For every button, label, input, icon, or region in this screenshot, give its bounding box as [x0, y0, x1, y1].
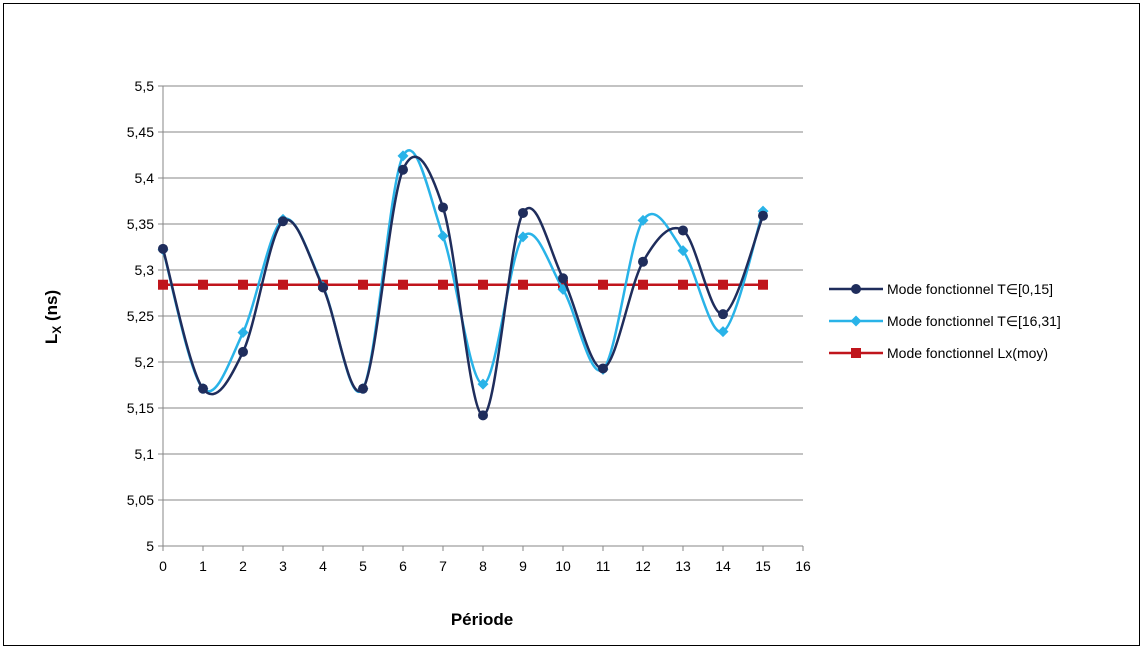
data-point: [518, 279, 528, 290]
data-point: [358, 279, 368, 290]
data-point: [198, 383, 208, 394]
y-tick-labels: 5 5,05 5,1 5,15 5,2 5,25 5,3 5,35 5,4 5,45 5,5: [127, 78, 154, 554]
x-tick-label: 12: [635, 558, 651, 574]
data-point: [238, 346, 248, 357]
data-point: [318, 282, 328, 293]
data-point: [438, 202, 448, 213]
x-tick-label: 8: [479, 558, 487, 574]
x-tick-label: 2: [239, 558, 247, 574]
data-point: [477, 378, 489, 390]
y-tick-label: 5: [146, 538, 154, 554]
y-tick-label: 5,3: [135, 262, 155, 278]
y-tick-label: 5,5: [135, 78, 155, 94]
y-tick-label: 5,15: [127, 400, 154, 416]
y-tick-label: 5,2: [135, 354, 155, 370]
x-tick-labels: 0 1 2 3 4 5 6 7 8 9 10 11 12 13 14 15 16: [159, 558, 811, 574]
data-point: [438, 279, 448, 290]
data-point: [558, 273, 568, 284]
x-tick-label: 3: [279, 558, 287, 574]
data-point: [678, 225, 688, 236]
y-axis-title-main: L: [42, 334, 61, 344]
legend-item: Mode fonctionnel Lx(moy): [829, 345, 1048, 361]
x-tick-label: 11: [596, 558, 611, 574]
axes: [158, 85, 804, 551]
data-point: [718, 309, 728, 320]
x-tick-label: 6: [399, 558, 407, 574]
data-point: [238, 279, 248, 290]
data-point: [198, 279, 208, 290]
legend-item: Mode fonctionnel T∈[16,31]: [829, 313, 1061, 329]
x-tick-label: 14: [715, 558, 731, 574]
data-point: [398, 164, 408, 175]
x-tick-label: 16: [795, 558, 811, 574]
y-tick-label: 5,4: [135, 170, 155, 186]
legend-label: Mode fonctionnel T∈[0,15]: [887, 281, 1053, 297]
y-axis-title-unit: (ns): [42, 290, 61, 326]
series-1: [157, 149, 769, 395]
y-tick-label: 5,35: [127, 216, 154, 232]
x-tick-label: 0: [159, 558, 167, 574]
data-point: [478, 410, 488, 421]
data-point: [638, 279, 648, 290]
data-point: [598, 363, 608, 374]
data-point: [758, 279, 768, 290]
legend-label: Mode fonctionnel T∈[16,31]: [887, 313, 1061, 329]
x-tick-label: 9: [519, 558, 527, 574]
data-point: [638, 256, 648, 267]
series-line: [161, 149, 765, 393]
data-point: [678, 279, 688, 290]
legend: Mode fonctionnel T∈[0,15] Mode fonctionne…: [829, 281, 1061, 361]
y-tick-label: 5,05: [127, 492, 154, 508]
legend-marker: [851, 284, 861, 294]
x-tick-label: 15: [755, 558, 771, 574]
x-axis-title: Période: [451, 610, 513, 629]
data-point: [677, 245, 689, 257]
data-point: [158, 243, 168, 254]
y-axis-title: LX (ns): [42, 290, 64, 344]
x-tick-label: 5: [359, 558, 367, 574]
y-axis-title-subscript: X: [50, 326, 64, 334]
legend-label: Mode fonctionnel Lx(moy): [887, 345, 1048, 361]
data-point: [397, 150, 409, 162]
chart-frame: [3, 3, 1140, 646]
data-point: [278, 216, 288, 227]
series-group: [157, 149, 769, 421]
series-2: [158, 279, 768, 290]
data-point: [637, 214, 649, 226]
data-point: [517, 231, 529, 243]
data-point: [598, 279, 608, 290]
legend-marker: [850, 315, 862, 327]
legend-item: Mode fonctionnel T∈[0,15]: [829, 281, 1053, 297]
data-point: [398, 279, 408, 290]
x-tick-label: 13: [675, 558, 691, 574]
x-tick-label: 4: [319, 558, 327, 574]
data-point: [518, 207, 528, 218]
legend-marker: [851, 348, 861, 358]
data-point: [718, 279, 728, 290]
series-0: [158, 155, 768, 421]
x-tick-label: 10: [555, 558, 571, 574]
gridlines: [163, 85, 803, 501]
data-point: [478, 279, 488, 290]
data-point: [358, 383, 368, 394]
data-point: [158, 279, 168, 290]
y-tick-label: 5,25: [127, 308, 154, 324]
data-point: [237, 327, 249, 339]
y-tick-label: 5,1: [135, 446, 155, 462]
x-tick-label: 7: [439, 558, 447, 574]
data-point: [278, 279, 288, 290]
x-tick-label: 1: [199, 558, 207, 574]
data-point: [437, 230, 449, 242]
data-point: [717, 326, 729, 338]
data-point: [758, 210, 768, 221]
series-line: [161, 155, 765, 417]
y-tick-label: 5,45: [127, 124, 154, 140]
